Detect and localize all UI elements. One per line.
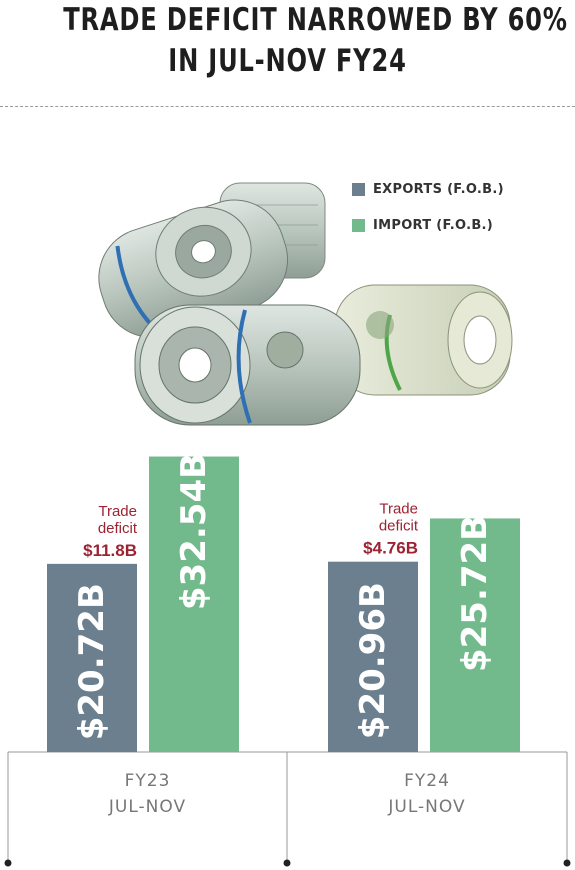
deficit-value: $4.76B <box>363 539 418 558</box>
bar-value-label: $20.72B <box>72 583 112 740</box>
bar-value-label: $20.96B <box>353 582 393 739</box>
deficit-caption: deficit <box>379 518 419 535</box>
legend-swatch-exports <box>352 182 365 196</box>
bar-value-label: $32.54B <box>174 453 214 610</box>
legend-label-exports: EXPORTS (F.O.B.) <box>373 181 504 197</box>
bar-exports <box>47 563 137 752</box>
category-label: FY24 <box>404 771 450 791</box>
divider <box>0 106 575 107</box>
legend-label-imports: IMPORT (F.O.B.) <box>373 217 494 233</box>
axis-end-dot <box>283 859 291 867</box>
money-rolls-image <box>98 182 513 426</box>
axis-end-dot <box>4 859 12 867</box>
bar-imports <box>149 456 239 752</box>
legend-swatch-imports <box>352 218 365 232</box>
deficit-caption: deficit <box>98 520 138 537</box>
legend-item-exports: EXPORTS (F.O.B.) <box>352 178 504 200</box>
title-line-1: TRADE DEFICIT NARROWED BY 60% <box>63 2 568 38</box>
category-label: FY23 <box>125 771 171 791</box>
deficit-caption: Trade <box>379 501 418 518</box>
chart-legend: EXPORTS (F.O.B.) IMPORT (F.O.B.) <box>352 178 504 250</box>
money-roll <box>98 199 289 338</box>
axis-end-dot <box>563 859 571 867</box>
category-label: JUL-NOV <box>387 797 465 817</box>
bar-imports <box>430 518 520 752</box>
bar-exports <box>328 561 418 752</box>
legend-item-imports: IMPORT (F.O.B.) <box>352 214 504 236</box>
bar-value-label: $25.72B <box>455 515 495 672</box>
bar-chart: $20.72B$32.54BTradedeficit$11.8BFY23JUL-… <box>4 453 571 867</box>
page-title: TRADE DEFICIT NARROWED BY 60% IN JUL-NOV… <box>63 0 568 82</box>
deficit-value: $11.8B <box>83 541 137 560</box>
money-roll <box>334 284 513 396</box>
money-roll <box>134 304 361 426</box>
deficit-caption: Trade <box>98 503 137 520</box>
title-line-2: IN JUL-NOV FY24 <box>168 43 407 79</box>
category-label: JUL-NOV <box>108 797 186 817</box>
